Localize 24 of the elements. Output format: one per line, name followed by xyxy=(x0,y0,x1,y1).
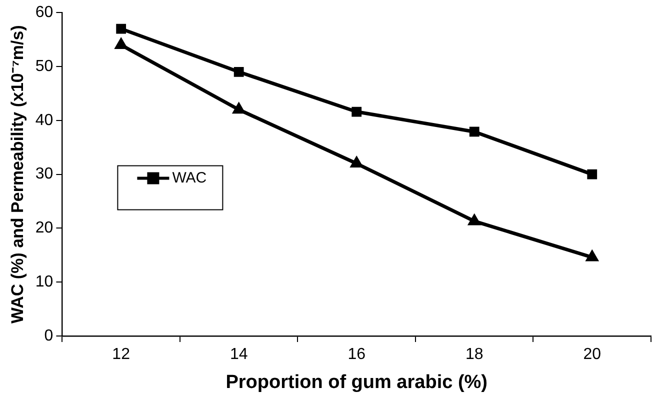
point xyxy=(232,102,246,114)
point xyxy=(467,213,482,226)
point xyxy=(234,66,244,77)
x-tick-label: 20 xyxy=(583,346,602,364)
y-tick-label: 0 xyxy=(44,327,54,344)
point xyxy=(352,106,362,117)
legend-label: WAC xyxy=(172,169,207,186)
point xyxy=(585,249,600,262)
x-tick-label: 16 xyxy=(348,346,366,364)
y-tick-label: 40 xyxy=(35,112,54,129)
y-axis-title: WAC (%) and Permeability (x10⁻⁷m/s) xyxy=(8,25,27,324)
y-tick-label: 60 xyxy=(35,4,54,22)
x-tick-label: 12 xyxy=(112,346,130,364)
y-tick-label: 50 xyxy=(35,58,54,75)
x-axis-title: Proportion of gum arabic (%) xyxy=(226,372,488,393)
x-tick-label: 14 xyxy=(230,346,248,364)
point xyxy=(350,156,364,168)
y-tick-label: 30 xyxy=(35,166,54,183)
point xyxy=(587,169,598,180)
point xyxy=(469,126,480,137)
y-tick-label: 10 xyxy=(35,274,54,291)
x-tick-label: 18 xyxy=(465,346,484,364)
y-tick-label: 20 xyxy=(35,220,54,237)
point xyxy=(116,24,126,34)
